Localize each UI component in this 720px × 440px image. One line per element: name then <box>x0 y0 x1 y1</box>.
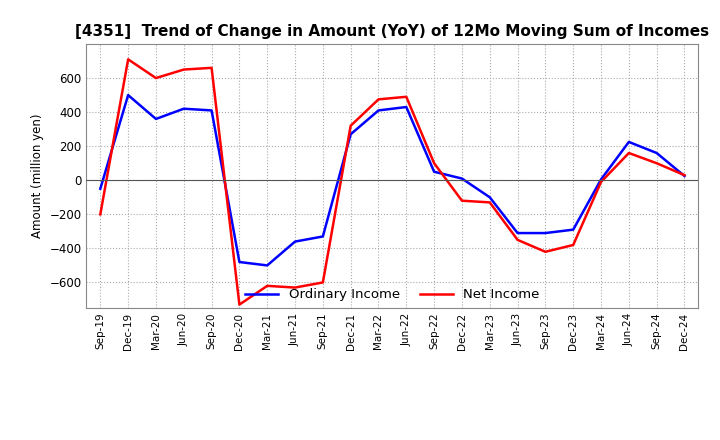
Ordinary Income <box>179 106 188 111</box>
Net Income <box>318 280 327 285</box>
Net Income <box>430 161 438 166</box>
Ordinary Income <box>569 227 577 232</box>
Net Income <box>124 57 132 62</box>
Net Income <box>597 180 606 185</box>
Ordinary Income <box>152 116 161 121</box>
Ordinary Income <box>402 104 410 110</box>
Line: Ordinary Income: Ordinary Income <box>100 95 685 265</box>
Ordinary Income <box>597 177 606 182</box>
Ordinary Income <box>235 259 243 264</box>
Ordinary Income <box>124 92 132 98</box>
Net Income <box>541 249 550 254</box>
Net Income <box>374 97 383 102</box>
Net Income <box>291 285 300 290</box>
Ordinary Income <box>652 150 661 156</box>
Ordinary Income <box>624 139 633 145</box>
Net Income <box>624 150 633 156</box>
Ordinary Income <box>513 231 522 236</box>
Net Income <box>179 67 188 72</box>
Line: Net Income: Net Income <box>100 59 685 304</box>
Net Income <box>485 200 494 205</box>
Net Income <box>346 123 355 128</box>
Net Income <box>652 161 661 166</box>
Ordinary Income <box>263 263 271 268</box>
Net Income <box>152 75 161 81</box>
Title: [4351]  Trend of Change in Amount (YoY) of 12Mo Moving Sum of Incomes: [4351] Trend of Change in Amount (YoY) o… <box>76 24 709 39</box>
Y-axis label: Amount (million yen): Amount (million yen) <box>31 114 44 238</box>
Ordinary Income <box>291 239 300 244</box>
Net Income <box>458 198 467 203</box>
Net Income <box>235 302 243 307</box>
Net Income <box>96 212 104 217</box>
Ordinary Income <box>207 108 216 113</box>
Ordinary Income <box>485 194 494 200</box>
Net Income <box>263 283 271 289</box>
Net Income <box>569 242 577 248</box>
Legend: Ordinary Income, Net Income: Ordinary Income, Net Income <box>240 283 545 307</box>
Ordinary Income <box>458 176 467 181</box>
Ordinary Income <box>680 173 689 179</box>
Net Income <box>513 237 522 242</box>
Ordinary Income <box>430 169 438 174</box>
Net Income <box>680 172 689 178</box>
Ordinary Income <box>96 186 104 191</box>
Ordinary Income <box>374 108 383 113</box>
Ordinary Income <box>346 132 355 137</box>
Ordinary Income <box>318 234 327 239</box>
Net Income <box>207 65 216 70</box>
Net Income <box>402 94 410 99</box>
Ordinary Income <box>541 231 550 236</box>
